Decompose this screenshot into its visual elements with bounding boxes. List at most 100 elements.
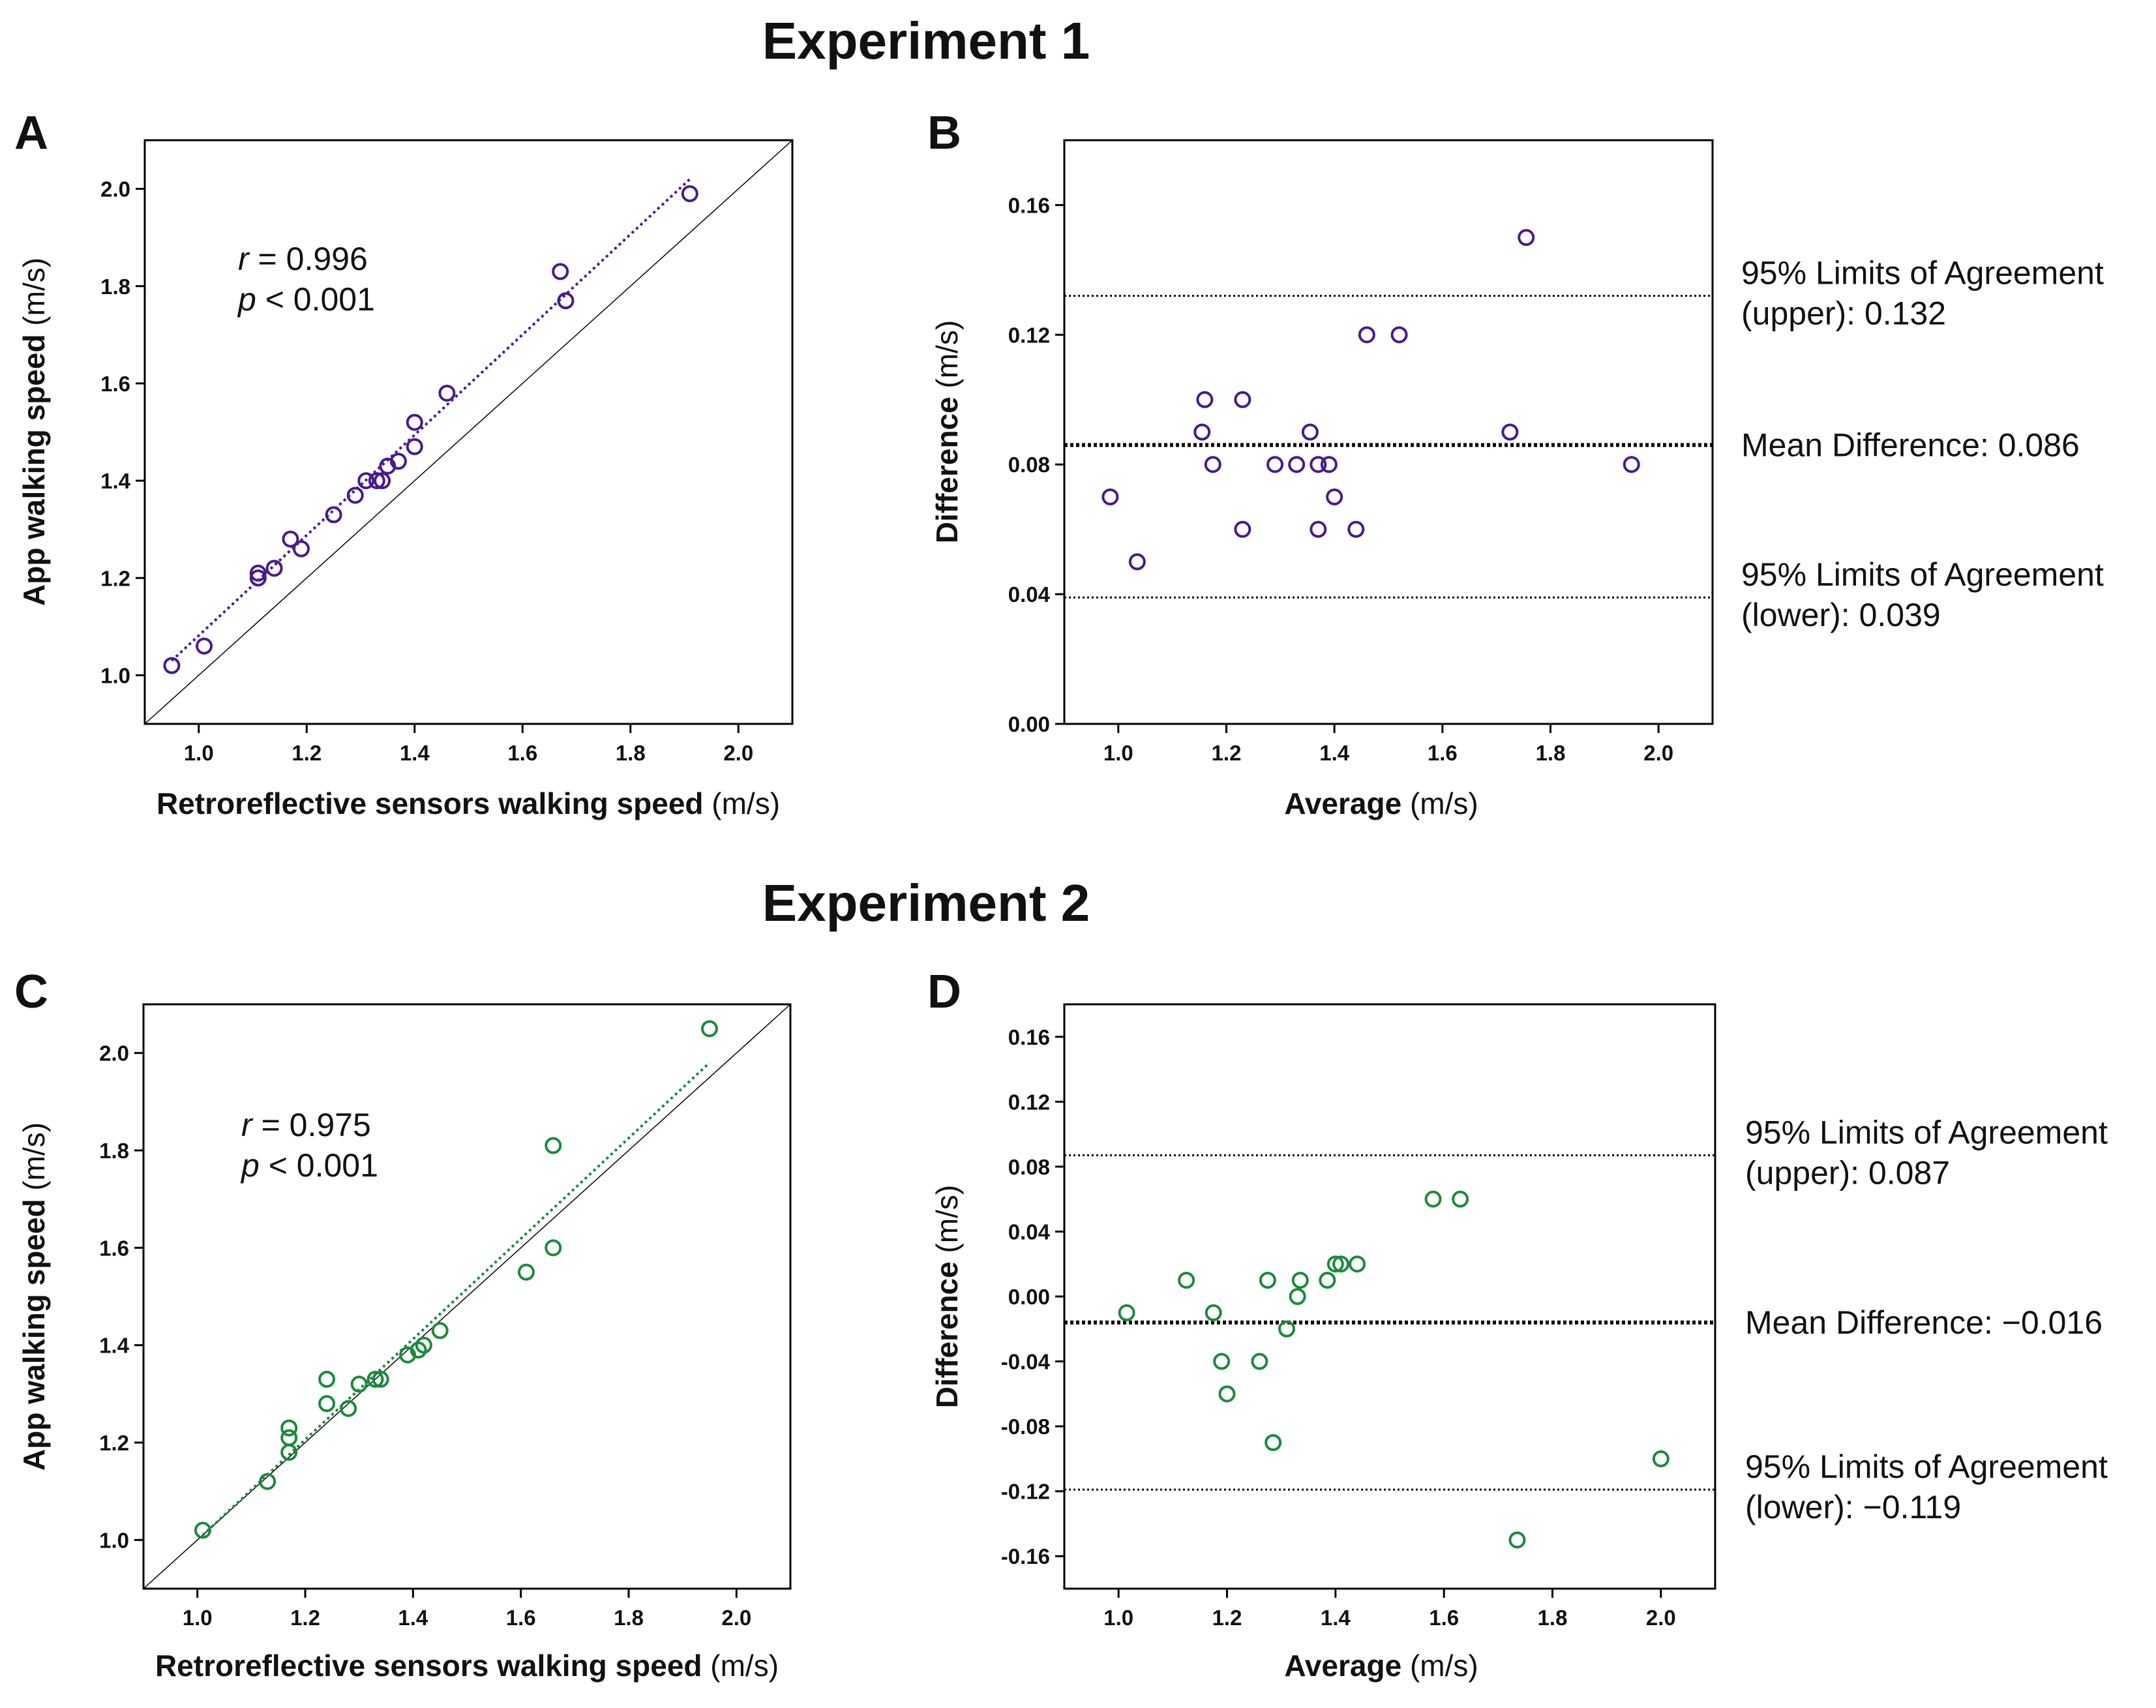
x-tick-label: 1.2: [290, 1606, 320, 1630]
data-point: [517, 1263, 535, 1281]
y-tick-label: 2.0: [99, 1041, 129, 1066]
data-point: [1213, 1353, 1231, 1370]
y-tick-label: 0.08: [1008, 453, 1050, 477]
experiment-1-title: Experiment 1: [762, 12, 1090, 70]
y-tick-label: 0.12: [1008, 323, 1050, 347]
panel-c-scatter: 1.0 1.2 1.4 1.6 1.8 2.0 1.0 1.2 1.4 1.6 1.8 2.0 Retr…: [17, 1003, 792, 1683]
data-point: [545, 1137, 562, 1154]
data-point: [350, 1375, 368, 1393]
p-value: < 0.001: [256, 281, 375, 318]
data-point: [163, 657, 181, 674]
data-point: [1193, 423, 1211, 441]
data-point: [552, 263, 569, 280]
data-point: [346, 487, 364, 504]
data-point: [1204, 456, 1221, 473]
data-point: [415, 1336, 432, 1354]
x-tick-label: 1.0: [1103, 1606, 1133, 1630]
x-tick-label: 1.6: [507, 741, 537, 765]
data-point: [1301, 423, 1319, 441]
y-tick-label: 0.08: [1008, 1155, 1050, 1179]
plot-frame-c: [142, 1003, 792, 1590]
x-tick-label: 1.6: [1428, 741, 1458, 765]
x-tick-label: 1.4: [1319, 741, 1350, 765]
panel-b-bland-altman: 1.0 1.2 1.4 1.6 1.8 2.0 0.00 0.04 0.08 0.12 0.16 Av…: [930, 139, 2104, 820]
p-value-stat: p < 0.001: [240, 1147, 378, 1184]
data-point: [1347, 520, 1365, 538]
y-axis-label-unit: (m/s): [930, 320, 964, 397]
data-point: [1289, 1288, 1306, 1305]
upper-limit-label: 95% Limits of Agreement: [1741, 255, 2104, 292]
data-point: [1508, 1531, 1526, 1549]
y-tick-label: 0.16: [1008, 1025, 1050, 1049]
x-tick-label: 1.2: [1212, 741, 1242, 765]
panel-a-scatter: 1.0 1.2 1.4 1.6 1.8 2.0 1.0 1.2 1.4 1.6 1.8 2.0 Retr…: [17, 139, 794, 820]
data-point: [1326, 488, 1343, 505]
data-point: [1266, 456, 1284, 473]
data-point: [1291, 1272, 1309, 1289]
data-point: [438, 384, 456, 402]
x-tick-label: 1.4: [1321, 1606, 1351, 1630]
y-axis-label-text: Difference: [930, 397, 964, 543]
panel-letter-b: B: [927, 107, 961, 159]
data-point: [1326, 1255, 1344, 1273]
x-tick-label: 1.8: [616, 741, 646, 765]
y-axis-label-text: App walking speed: [17, 334, 51, 606]
x-tick-label: 2.0: [721, 1606, 751, 1630]
x-axis-label-text: Average: [1284, 787, 1401, 820]
y-tick-label: 1.2: [100, 566, 130, 590]
data-point: [194, 1521, 211, 1539]
y-tick-label: 0.00: [1008, 712, 1050, 736]
data-point: [557, 292, 575, 310]
data-point: [282, 530, 299, 548]
data-point: [1652, 1450, 1669, 1467]
y-tick-label: 0.04: [1008, 582, 1051, 607]
data-point: [1310, 456, 1327, 473]
data-point: [1278, 1320, 1295, 1338]
data-point: [406, 413, 423, 431]
data-point: [1101, 488, 1119, 505]
x-axis-label-unit: (m/s): [702, 1649, 779, 1683]
y-tick-label: -0.16: [1001, 1544, 1050, 1568]
upper-limit-label: 95% Limits of Agreement: [1745, 1114, 2108, 1150]
x-axis-label: Retroreflective sensors walking speed (m…: [157, 787, 780, 820]
data-point: [318, 1370, 336, 1388]
r-value: = 0.975: [252, 1107, 371, 1143]
y-tick-label: 1.6: [99, 1236, 129, 1260]
plot-frame-d: [1063, 1003, 1716, 1590]
data-point: [318, 1395, 336, 1413]
data-point: [1518, 229, 1535, 247]
x-tick-label: 1.0: [183, 1606, 213, 1630]
data-point: [367, 1370, 384, 1388]
data-point: [1205, 1304, 1222, 1321]
data-point: [292, 540, 310, 558]
x-tick-label: 1.0: [1103, 741, 1133, 765]
data-point: [1259, 1272, 1276, 1289]
data-point: [681, 185, 698, 203]
y-tick-label: 0.04: [1008, 1220, 1051, 1244]
data-point: [1452, 1190, 1469, 1208]
data-point: [325, 506, 342, 524]
data-point: [1234, 391, 1251, 408]
data-point: [1349, 1255, 1366, 1273]
upper-limit-value: (upper): 0.132: [1741, 295, 1946, 332]
data-point: [1118, 1304, 1135, 1321]
y-axis-label: App walking speed (m/s): [17, 258, 51, 606]
x-tick-label: 1.8: [1536, 741, 1566, 765]
y-axis-label-unit: (m/s): [930, 1185, 964, 1262]
experiment-2-title: Experiment 2: [762, 874, 1090, 932]
p-value-stat: p < 0.001: [237, 281, 375, 318]
x-axis-label-text: Retroreflective sensors walking speed: [155, 1649, 702, 1683]
data-point: [1501, 423, 1519, 441]
y-tick-label: 1.6: [100, 372, 130, 396]
r-symbol: r: [241, 1107, 254, 1143]
x-axis-label: Average (m/s): [1284, 1649, 1478, 1683]
data-point: [259, 1473, 277, 1490]
y-axis-label: App walking speed (m/s): [17, 1122, 51, 1471]
data-point: [1178, 1272, 1195, 1289]
lower-limit-value: (lower): 0.039: [1741, 597, 1941, 633]
r-symbol: r: [238, 241, 250, 277]
data-point: [196, 637, 213, 655]
y-tick-label: -0.12: [1001, 1480, 1050, 1504]
data-point: [1310, 520, 1327, 538]
